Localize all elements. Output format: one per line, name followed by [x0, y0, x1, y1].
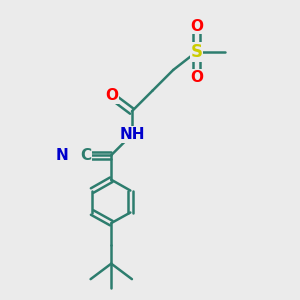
- Text: O: O: [190, 19, 203, 34]
- Text: C: C: [80, 148, 91, 163]
- Text: O: O: [105, 88, 118, 103]
- Text: NH: NH: [119, 127, 145, 142]
- Text: S: S: [190, 43, 202, 61]
- Text: O: O: [190, 70, 203, 85]
- Text: N: N: [56, 148, 69, 163]
